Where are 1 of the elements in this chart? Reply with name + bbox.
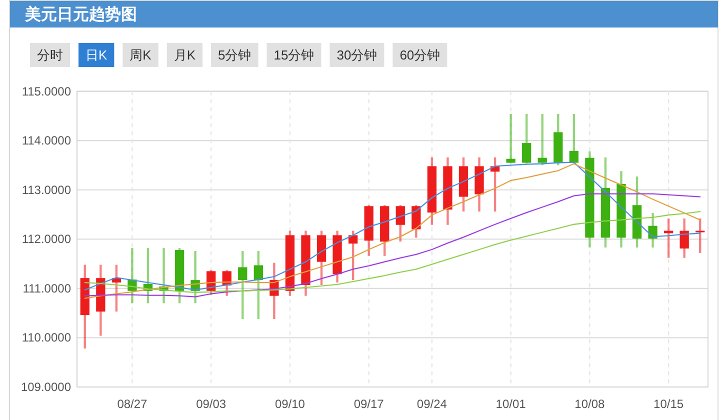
- title: 美元日元趋势图: [25, 6, 137, 24]
